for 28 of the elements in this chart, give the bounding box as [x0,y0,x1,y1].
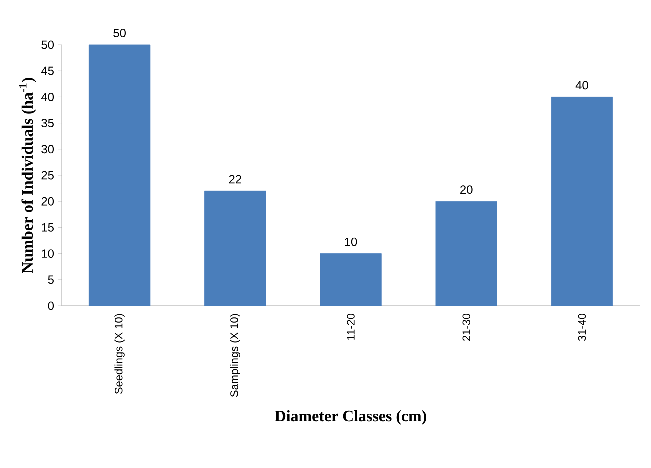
x-axis-title: Diameter Classes (cm) [275,410,426,425]
y-tick-label: 10 [42,250,54,258]
y-tick-label: 25 [42,171,54,180]
y-tick-label: 0 [48,302,54,310]
bar [88,44,151,306]
x-tick-label: Samplings (X 10) [230,314,240,398]
y-axis-title: Number of Individuals (ha$^{-1}$) [19,78,36,274]
bar [320,254,382,306]
x-tick-label: 21-30 [462,314,470,341]
data-label: 22 [229,175,242,184]
y-tick-label: 15 [42,224,54,232]
data-label: 10 [345,238,358,246]
y-tick-label: 35 [42,119,54,128]
y-tick-label: 30 [42,145,54,154]
bar [204,190,266,306]
x-tick-label: 11-20 [347,314,355,340]
y-tick-label: 20 [42,197,54,206]
x-tick-label: Seedlings (X 10) [114,314,125,394]
y-tick-label: 5 [48,276,54,284]
x-tick-label: 31-40 [578,314,586,342]
data-label: 20 [460,186,473,194]
data-label: 40 [576,81,588,90]
bar [436,201,498,306]
y-tick-label: 40 [41,92,54,102]
y-tick-label: 45 [41,66,54,76]
bar [551,97,614,306]
y-tick-label: 50 [42,40,54,50]
data-label: 50 [114,29,126,38]
